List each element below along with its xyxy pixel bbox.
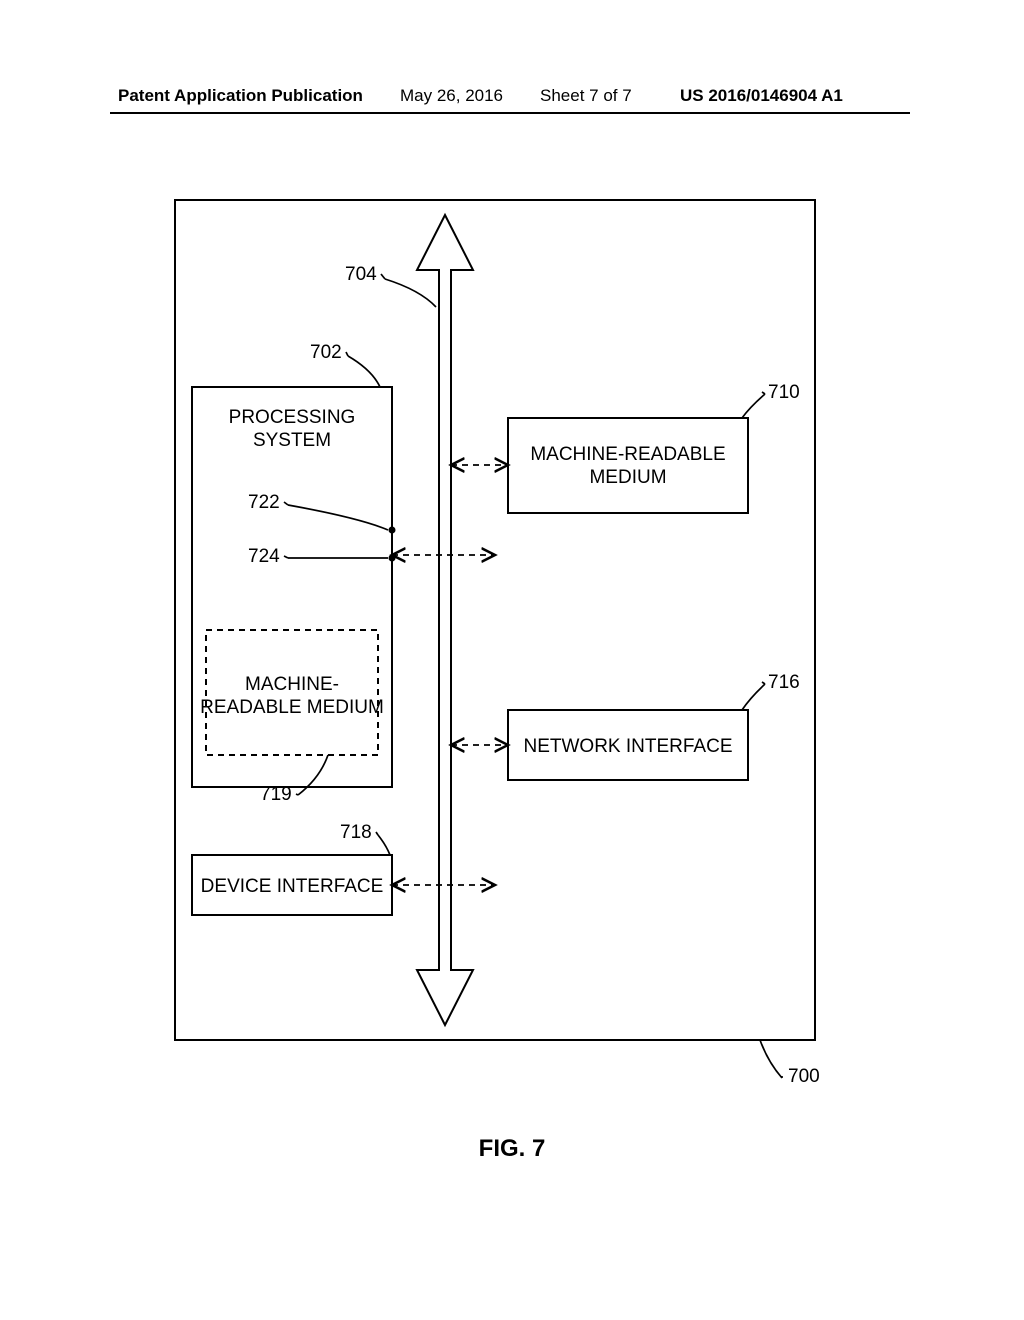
bus-arrow: [417, 215, 473, 1025]
ref-tick-710: [762, 392, 765, 394]
svg-text:710: 710: [768, 382, 800, 403]
svg-text:719: 719: [260, 784, 292, 805]
figure-svg: PROCESSINGSYSTEM MACHINE-READABLE MEDIUM M…: [0, 0, 1024, 1320]
svg-text:NETWORK INTERFACE: NETWORK INTERFACE: [523, 736, 732, 757]
svg-text:724: 724: [248, 546, 280, 567]
ref-tick-702: [346, 352, 348, 356]
ref-lead-722: [288, 505, 388, 530]
ref-tick-724: [284, 556, 288, 558]
ref-tick-719: [296, 794, 298, 795]
svg-text:716: 716: [768, 672, 800, 693]
ref-tick-716: [762, 682, 765, 684]
ref-lead-718: [378, 835, 390, 855]
ref-lead-719: [298, 755, 328, 795]
ref-lead-710: [742, 394, 765, 418]
figure-caption: FIG. 7: [0, 1135, 1024, 1163]
svg-text:704: 704: [345, 264, 377, 285]
ref-lead-716: [742, 684, 765, 710]
svg-text:MACHINE-READABLE: MACHINE-READABLE: [530, 444, 725, 465]
svg-text:700: 700: [788, 1066, 820, 1087]
ref-tick-704: [381, 274, 385, 279]
svg-text:MACHINE-: MACHINE-: [245, 674, 339, 695]
ref-lead-702: [348, 356, 380, 387]
svg-text:PROCESSING: PROCESSING: [229, 407, 356, 428]
svg-text:MEDIUM: MEDIUM: [589, 467, 666, 488]
ref-lead-704: [385, 279, 436, 307]
svg-text:718: 718: [340, 822, 372, 843]
ref-tick-722: [284, 502, 288, 505]
page: Patent Application Publication May 26, 2…: [0, 0, 1024, 1320]
svg-text:702: 702: [310, 342, 342, 363]
node-dot-0: [389, 527, 396, 534]
machine-readable-medium-box: [508, 418, 748, 513]
svg-text:SYSTEM: SYSTEM: [253, 430, 331, 451]
svg-text:722: 722: [248, 492, 280, 513]
node-dot-1: [389, 555, 396, 562]
svg-text:READABLE MEDIUM: READABLE MEDIUM: [200, 697, 384, 718]
ref-lead-700: [760, 1040, 782, 1078]
svg-text:DEVICE INTERFACE: DEVICE INTERFACE: [201, 876, 384, 897]
ref-tick-718: [376, 832, 378, 835]
